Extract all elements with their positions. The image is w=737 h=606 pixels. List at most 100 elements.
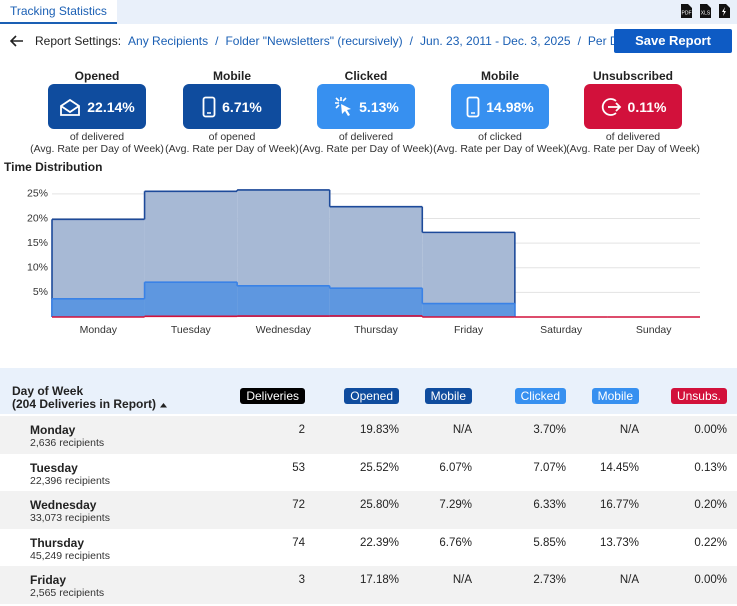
table-cell: 2: [299, 424, 305, 436]
kpi-card[interactable]: 6.71%: [183, 84, 281, 129]
table-title: Day of Week: [12, 384, 83, 398]
table-subtitle[interactable]: (204 Deliveries in Report): [12, 397, 167, 411]
filter-link[interactable]: Jun. 23, 2011 - Dec. 3, 2025: [420, 34, 571, 48]
card-value: 6.71%: [222, 99, 262, 115]
table-cell: 25.80%: [360, 499, 399, 511]
chart-title: Time Distribution: [4, 160, 102, 174]
y-tick-label: 15%: [27, 237, 48, 249]
x-tick-label: Monday: [80, 324, 118, 336]
table-cell: 17.18%: [360, 574, 399, 586]
column-badge[interactable]: Clicked: [515, 388, 566, 404]
table-cell: 16.77%: [600, 499, 639, 511]
table-cell: 7.29%: [439, 499, 472, 511]
table-cell: 0.13%: [694, 462, 727, 474]
column-badge[interactable]: Unsubs.: [671, 388, 727, 404]
save-button[interactable]: Save Report: [614, 29, 732, 53]
day-name: Wednesday: [30, 498, 96, 512]
card-title: Opened: [27, 69, 167, 83]
kpi-card[interactable]: 22.14%: [48, 84, 146, 129]
table-cell: 7.07%: [533, 462, 566, 474]
table-cell: N/A: [620, 574, 639, 586]
card-value: 14.98%: [486, 99, 533, 115]
subtitle-text: (204 Deliveries in Report): [12, 397, 156, 411]
x-tick-label: Tuesday: [171, 324, 212, 336]
back-arrow[interactable]: [10, 35, 24, 47]
y-tick-label: 25%: [27, 188, 48, 200]
table-cell: 0.00%: [694, 574, 727, 586]
table-cell: 14.45%: [600, 462, 639, 474]
column-badge[interactable]: Mobile: [592, 388, 639, 404]
card-title: Unsubscribed: [563, 69, 703, 83]
table-cell: 6.76%: [439, 537, 472, 549]
table-cell: 72: [292, 499, 305, 511]
table-cell: N/A: [453, 424, 472, 436]
table-cell: 6.33%: [533, 499, 566, 511]
day-name: Tuesday: [30, 461, 78, 475]
x-tick-label: Sunday: [636, 324, 672, 336]
kpi-card[interactable]: 14.98%: [451, 84, 549, 129]
kpi-card[interactable]: 0.11%: [584, 84, 682, 129]
day-name: Monday: [30, 423, 75, 437]
area-step: [330, 288, 423, 317]
settings-bar: Report Settings: Any Recipients / Folder "N…: [10, 32, 678, 50]
recipients: 2,565 recipients: [30, 587, 104, 599]
table-cell: 25.52%: [360, 462, 399, 474]
x-tick-label: Friday: [454, 324, 484, 336]
separator: /: [410, 34, 413, 48]
settings-label: Report Settings:: [35, 34, 121, 48]
table-cell: 5.85%: [533, 537, 566, 549]
x-tick-label: Wednesday: [256, 324, 312, 336]
table-cell: 0.22%: [694, 537, 727, 549]
column-badge[interactable]: Mobile: [425, 388, 472, 404]
table-cell: 2.73%: [533, 574, 566, 586]
card-value: 0.11%: [628, 99, 667, 115]
svg-text:PDF: PDF: [682, 10, 692, 16]
kpi-card[interactable]: 5.13%: [317, 84, 415, 129]
table-cell: 6.07%: [439, 462, 472, 474]
table-cell: 0.00%: [694, 424, 727, 436]
recipients: 22,396 recipients: [30, 475, 110, 487]
day-name: Thursday: [30, 536, 84, 550]
area-step: [145, 282, 238, 317]
day-name: Friday: [30, 573, 66, 587]
card-title: Mobile: [162, 69, 302, 83]
table-cell: N/A: [620, 424, 639, 436]
table-cell: 0.20%: [694, 499, 727, 511]
y-tick-label: 10%: [27, 262, 48, 274]
export-icons[interactable]: PDF XLS: [679, 3, 735, 19]
card-title: Clicked: [296, 69, 436, 83]
card-value: 5.13%: [359, 99, 399, 115]
card-icon: [466, 96, 480, 118]
area-step: [52, 299, 145, 317]
table-cell: 22.39%: [360, 537, 399, 549]
tab[interactable]: Tracking Statistics: [0, 0, 117, 24]
column-badge[interactable]: Deliveries: [240, 388, 305, 404]
filter-link[interactable]: Any Recipients: [128, 34, 208, 48]
table-cell: 53: [292, 462, 305, 474]
table-cell: 74: [292, 537, 305, 549]
table-cell: 3.70%: [533, 424, 566, 436]
separator: /: [578, 34, 581, 48]
table-cell: 13.73%: [600, 537, 639, 549]
card-value: 22.14%: [87, 99, 134, 115]
card-basis: of delivered: [553, 131, 713, 143]
card-note: (Avg. Rate per Day of Week): [553, 143, 713, 155]
svg-text:XLS: XLS: [701, 10, 711, 16]
card-icon: [333, 96, 353, 118]
recipients: 33,073 recipients: [30, 512, 110, 524]
chart: 5%10%15%20%25%MondayTuesdayWednesdayThur…: [0, 178, 737, 343]
card-title: Mobile: [430, 69, 570, 83]
table-cell: 3: [299, 574, 305, 586]
recipients: 2,636 recipients: [30, 437, 104, 449]
sort-arrow: [160, 397, 167, 411]
card-icon: [202, 96, 216, 118]
card-icon: [59, 98, 81, 116]
recipients: 45,249 recipients: [30, 550, 110, 562]
separator: /: [215, 34, 218, 48]
area-step: [422, 304, 515, 317]
x-tick-label: Thursday: [354, 324, 399, 336]
column-badge[interactable]: Opened: [344, 388, 399, 404]
card-icon: [600, 96, 622, 118]
filter-link[interactable]: Folder "Newsletters" (recursively): [225, 34, 402, 48]
